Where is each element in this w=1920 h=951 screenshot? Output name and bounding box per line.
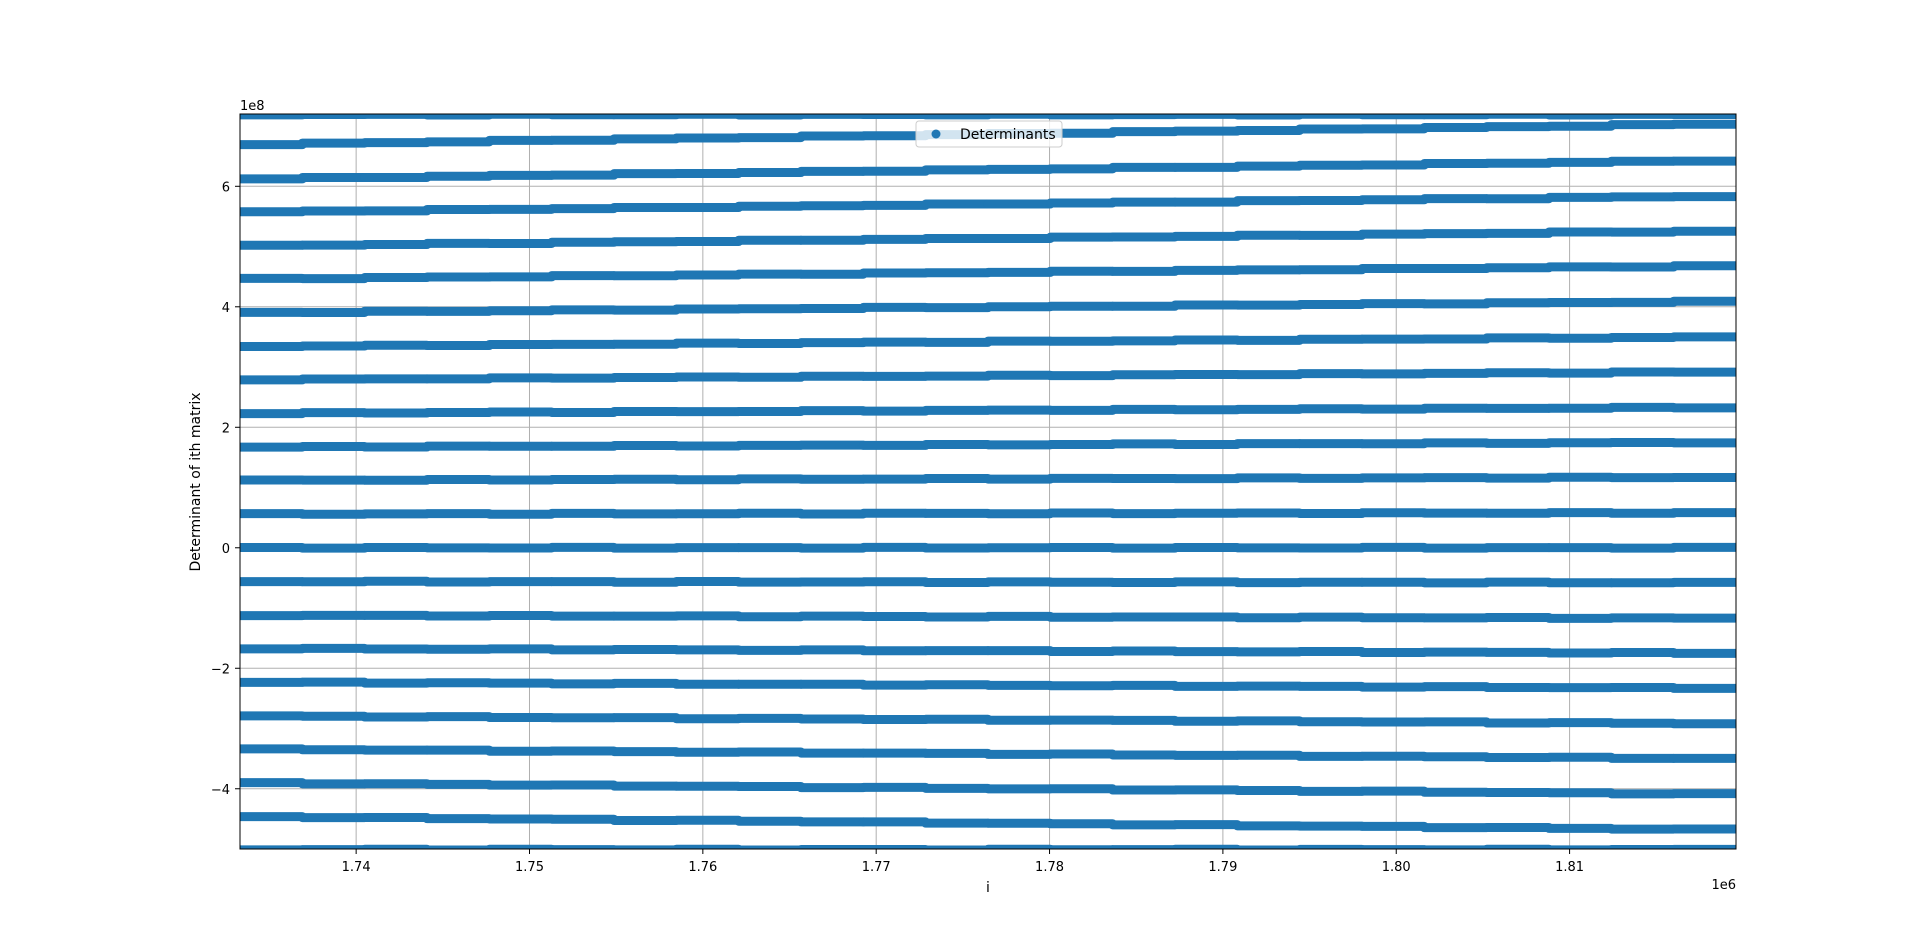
data-band [240,778,1736,799]
data-band [240,542,1736,553]
legend-label: Determinants [960,127,1056,143]
y-tick-label: 2 [222,421,230,436]
data-band [240,156,1736,184]
data-band [240,119,1736,150]
x-tick-label: 1.78 [1035,860,1064,875]
data-band [240,677,1736,693]
data-band [240,226,1736,250]
x-offset-label: 1e6 [1711,878,1736,893]
y-tick-label: −4 [211,783,230,798]
data-band [240,576,1736,588]
x-tick-label: 1.81 [1555,860,1584,875]
data-band [240,367,1736,385]
data-band [240,192,1736,217]
y-offset-label: 1e8 [240,99,265,114]
x-tick-label: 1.80 [1382,860,1411,875]
legend: Determinants [915,120,1063,148]
y-tick-label: 6 [222,180,230,195]
data-bands [240,114,1736,849]
x-tick-label: 1.79 [1208,860,1237,875]
data-band [240,402,1736,419]
data-band [240,711,1736,729]
data-band [240,296,1736,317]
x-tick-label: 1.74 [342,860,371,875]
y-tick-label: 0 [222,542,230,557]
axes: 1.74 1.75 1.76 1.77 1.78 1.79 1.80 1.81 −4 −2 0 2 4 6 [211,180,1584,875]
x-tick-label: 1.75 [515,860,544,875]
data-band [240,744,1736,763]
data-band [240,332,1736,352]
y-tick-label: −2 [211,662,230,677]
data-band [240,812,1736,834]
data-band [240,508,1736,519]
legend-box [915,120,1063,148]
x-axis-label: i [986,880,990,896]
data-band [240,610,1736,623]
plot-frame [239,113,1737,850]
x-tick-label: 1.76 [688,860,717,875]
data-band [240,437,1736,452]
data-band [240,261,1736,284]
data-band [240,643,1736,658]
y-tick-label: 4 [222,301,230,316]
y-axis-label: Determinant of ith matrix [188,392,204,571]
legend-marker [931,129,941,139]
x-tick-label: 1.77 [862,860,891,875]
data-band [240,472,1736,485]
